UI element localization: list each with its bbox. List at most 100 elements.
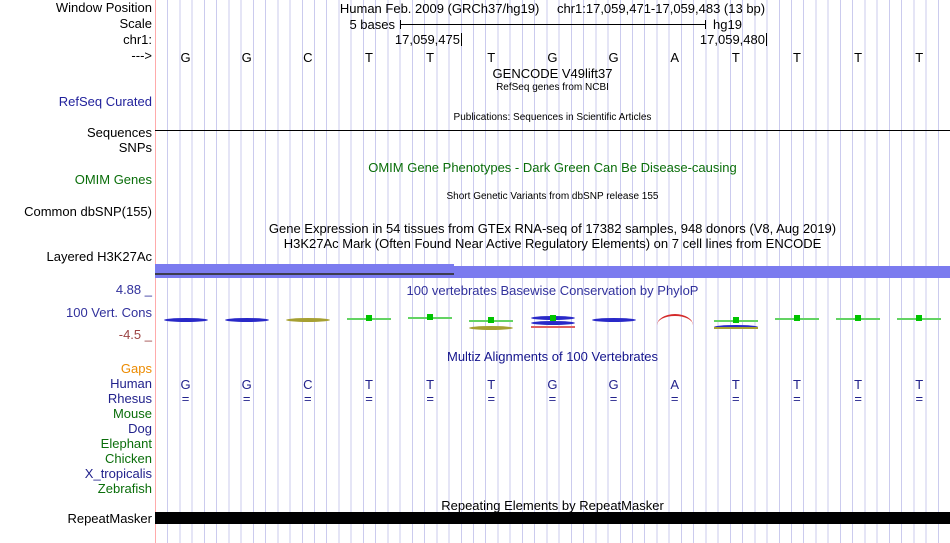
dbsnp-title: Short Genetic Variants from dbSNP releas… (446, 191, 659, 202)
ruler-tick-left: 17,059,475 (395, 33, 462, 46)
multiz-human-base: G (608, 377, 619, 392)
omim-title: OMIM Gene Phenotypes - Dark Green Can Be… (368, 160, 737, 175)
ruler-tick-right: 17,059,480 (700, 33, 767, 46)
scale-bases-label: 5 bases (349, 17, 395, 32)
multiz-human-base: G (241, 377, 252, 392)
cons-mark (916, 315, 923, 321)
label-layered-h3k27ac[interactable]: Layered H3K27Ac (46, 249, 152, 264)
ruler-tick-right-mark (766, 33, 767, 46)
left-label-column: Window Position Scale chr1: ---> RefSeq Cura… (0, 0, 152, 543)
base-letter: T (365, 50, 373, 65)
multiz-human-base: G (180, 377, 191, 392)
base-letter: A (670, 50, 680, 65)
cons-mark (656, 314, 693, 325)
base-letter: T (915, 50, 924, 65)
multiz-human-base: C (303, 377, 313, 392)
label-human[interactable]: Human (110, 376, 152, 391)
label-dog[interactable]: Dog (128, 421, 152, 436)
h3k27ac-signal-bar[interactable] (155, 264, 950, 278)
phylop-title: 100 vertebrates Basewise Conservation by… (406, 283, 699, 298)
h3k27ac-signal-layer (155, 264, 454, 266)
base-letter: G (241, 50, 252, 65)
multiz-human-base: T (854, 377, 863, 392)
header-row: Human Feb. 2009 (GRCh37/hg19) chr1:17,05… (155, 1, 950, 16)
multiz-human-base: A (670, 377, 680, 392)
multiz-title: Multiz Alignments of 100 Vertebrates (446, 349, 658, 364)
base-letter: T (731, 50, 740, 65)
multiz-human-base: T (365, 377, 373, 392)
assembly-title: Human Feb. 2009 (GRCh37/hg19) (339, 1, 540, 16)
multiz-rhesus-match: = (854, 391, 862, 406)
multiz-rhesus-match: = (365, 391, 373, 406)
label-gaps[interactable]: Gaps (120, 361, 152, 376)
ruler-tick-right-value: 17,059,480 (699, 32, 765, 47)
multiz-rhesus-match: = (915, 391, 924, 406)
label-rhesus[interactable]: Rhesus (107, 391, 152, 406)
cons-mark (427, 314, 434, 320)
base-letter: T (426, 50, 435, 65)
label-cons-min: -4.5 _ (118, 327, 152, 342)
cons-mark (366, 315, 373, 321)
track-area[interactable]: Human Feb. 2009 (GRCh37/hg19) chr1:17,05… (155, 0, 950, 543)
cons-mark (530, 321, 575, 325)
base-letter: T (487, 50, 496, 65)
cons-mark (591, 318, 636, 322)
repeatmasker-element-bar[interactable] (155, 512, 950, 524)
gencode-title: GENCODE V49lift37 (492, 66, 613, 81)
multiz-rhesus-match: = (426, 391, 434, 406)
h3k27ac-title: H3K27Ac Mark (Often Found Near Active Re… (283, 236, 822, 251)
label-omim-genes[interactable]: OMIM Genes (74, 172, 152, 187)
multiz-human-base: T (793, 377, 801, 392)
base-letter: T (793, 50, 801, 65)
label-repeatmasker[interactable]: RepeatMasker (67, 511, 152, 526)
cons-mark (285, 318, 330, 322)
ruler-tick-left-mark (461, 33, 462, 46)
repeatmasker-title: Repeating Elements by RepeatMasker (441, 498, 664, 513)
cons-mark (713, 327, 758, 329)
label-chr1: chr1: (123, 32, 152, 47)
multiz-rhesus-match: = (548, 391, 557, 406)
label-x-tropicalis[interactable]: X_tropicalis (84, 466, 152, 481)
cons-mark (732, 317, 739, 323)
base-letter: G (547, 50, 558, 65)
multiz-rhesus-match: = (181, 391, 190, 406)
sequences-track-line (155, 130, 950, 131)
label-snps[interactable]: SNPs (118, 140, 152, 155)
label-zebrafish[interactable]: Zebrafish (97, 481, 152, 496)
label-window-position: Window Position (55, 0, 152, 15)
gtex-title: Gene Expression in 54 tissues from GTEx … (268, 221, 837, 236)
label-cons-max: 4.88 _ (115, 282, 152, 297)
h3k27ac-signal-dark-layer (155, 273, 454, 275)
cons-mark (488, 317, 495, 323)
cons-mark (794, 315, 801, 321)
label-sequences[interactable]: Sequences (86, 125, 152, 140)
label-common-dbsnp[interactable]: Common dbSNP(155) (24, 204, 152, 219)
base-letter: T (854, 50, 863, 65)
cons-mark (530, 326, 575, 328)
label-mouse[interactable]: Mouse (112, 406, 152, 421)
cons-mark (855, 315, 862, 321)
multiz-human-base: T (487, 377, 496, 392)
multiz-rhesus-row: = = = = = = = = = = = = = (155, 391, 950, 406)
multiz-rhesus-match: = (242, 391, 251, 406)
cons-mark (549, 315, 556, 321)
base-letter: C (303, 50, 313, 65)
base-letter: G (608, 50, 619, 65)
label-strand-arrow: ---> (131, 48, 152, 63)
label-refseq-curated[interactable]: RefSeq Curated (58, 94, 152, 109)
multiz-rhesus-match: = (609, 391, 618, 406)
multiz-rhesus-match: = (304, 391, 312, 406)
multiz-rhesus-match: = (670, 391, 679, 406)
multiz-human-base: G (547, 377, 558, 392)
multiz-human-base: T (915, 377, 924, 392)
ruler-tick-left-value: 17,059,475 (394, 32, 460, 47)
label-100-vert-cons[interactable]: 100 Vert. Cons (66, 305, 152, 320)
label-chicken[interactable]: Chicken (105, 451, 152, 466)
multiz-human-base: T (426, 377, 435, 392)
genome-label: hg19 (713, 17, 742, 32)
label-elephant[interactable]: Elephant (100, 436, 152, 451)
label-scale: Scale (119, 16, 152, 31)
